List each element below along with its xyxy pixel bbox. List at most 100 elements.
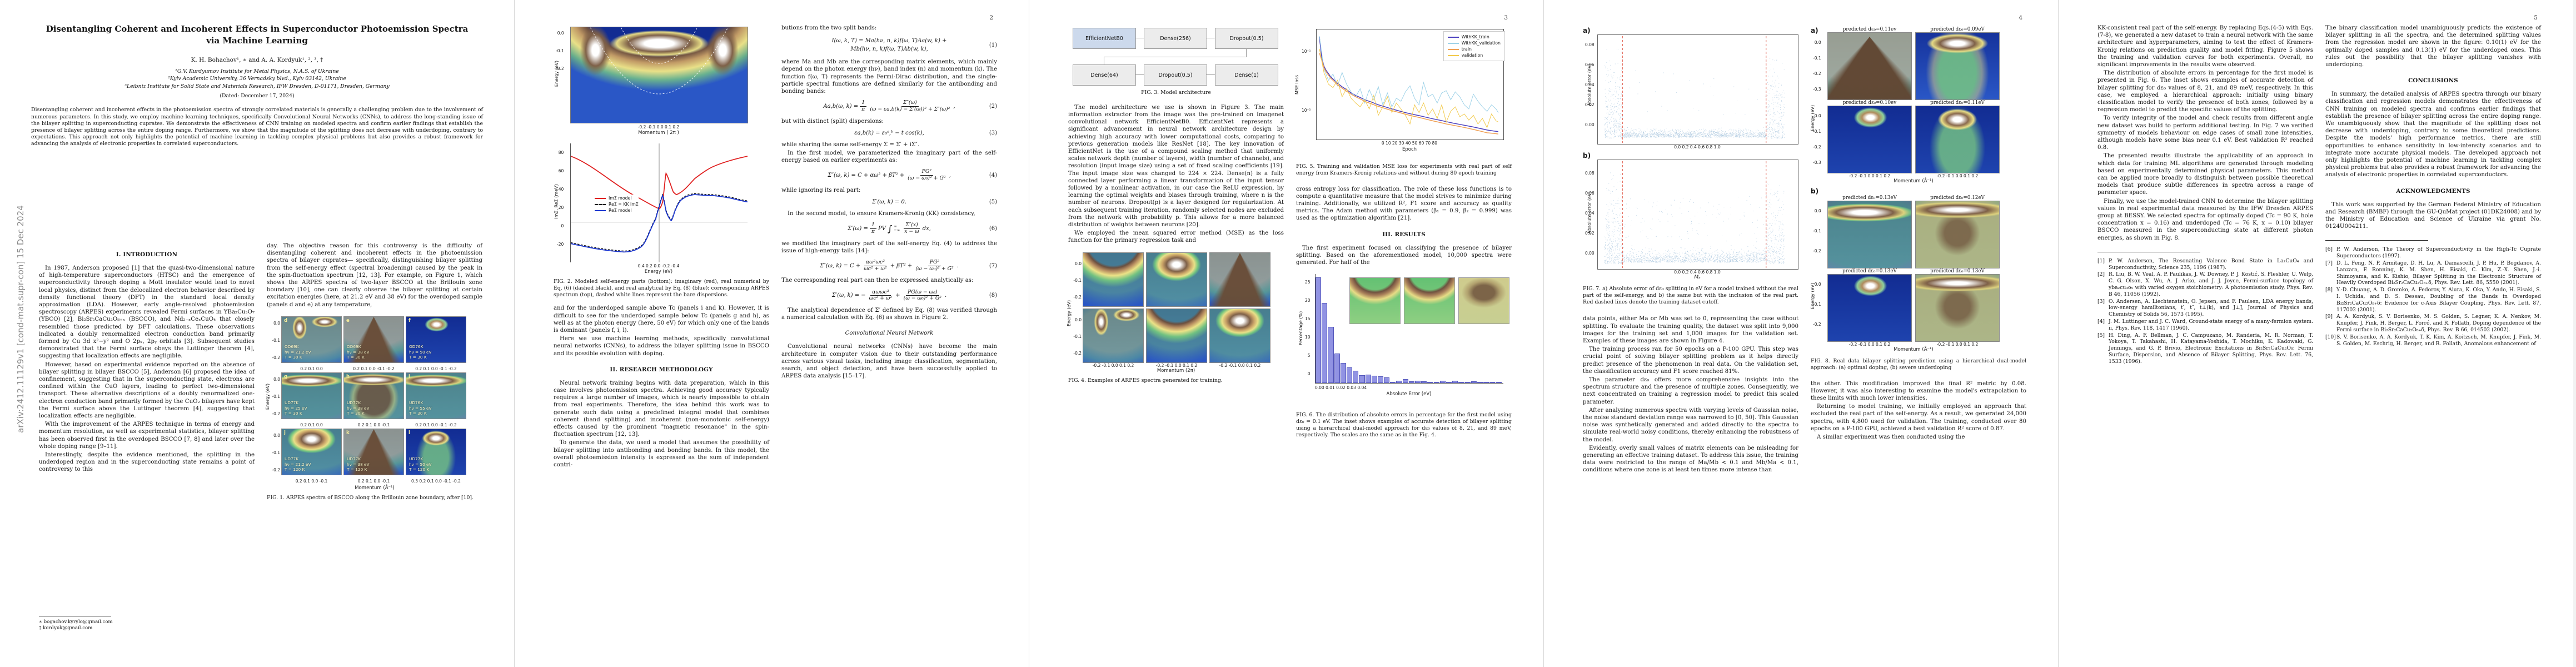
fig6-inset-3 <box>1458 277 1509 325</box>
page-3: 3 EfficientNetB0 Dense(256) Dropout(0.5)… <box>1029 0 1544 667</box>
paragraph: day. The objective reason for this contr… <box>267 243 482 308</box>
fig7-yticks-a: 0.08 0.06 0.04 0.02 0.00 <box>1585 42 1595 127</box>
fig1-xticks: 0.2 0.1 0.0 -0.1 -0.2 <box>415 422 457 427</box>
figure-3: EfficientNetB0 Dense(256) Dropout(0.5) D… <box>1068 28 1284 96</box>
paper-title: Disentangling Coherent and Incoherent Ef… <box>46 24 469 46</box>
histogram-bar <box>1402 379 1408 384</box>
fig5-series <box>1319 36 1499 135</box>
section-acknowledgments: ACKNOWLEDGMENTS <box>2396 187 2470 195</box>
arpes-panel-h: h UD77K hν = 38 eV T = 30 K <box>343 372 404 419</box>
reference-item: [1] P. W. Anderson, The Resonating Valenc… <box>2097 257 2313 271</box>
histogram-bar <box>1353 370 1359 384</box>
legend-label: WithKK_validation <box>1461 41 1501 46</box>
fig2-xticks-top: -0.2 -0.1 0.0 0.1 0.2 <box>637 125 680 130</box>
arpes-panel-e: e OD69K hν = 38 eV T = 30 K <box>343 316 404 363</box>
fig7-scatter-a-svg <box>1605 36 1785 143</box>
fig6-inset-1 <box>1349 277 1401 325</box>
fig8-group-a-label: a) <box>1811 27 1818 34</box>
fig4-xticks: -0.2 -0.1 0.0 0.1 0.2 <box>1219 362 1261 368</box>
histogram-bar <box>1446 381 1452 384</box>
page-5: 5 KK-consistent real part of the self-en… <box>2059 0 2573 667</box>
paragraph: data points, either Ma or Mb was set to … <box>1583 316 1798 344</box>
fig1-xticks: 0.2 0.1 0.0 -0.1 -0.2 <box>415 366 457 371</box>
paragraph: the other. This modification improved th… <box>1811 380 2026 401</box>
arpes-panel-f: f OD76K hν = 50 eV T = 30 K <box>406 316 466 363</box>
arpes-predicted <box>1827 32 1912 100</box>
paragraph: The binary classification model unambigu… <box>2325 25 2541 68</box>
fig2-caption: FIG. 2. Modeled self-energy parts (botto… <box>554 278 769 298</box>
figure-8: a) Energy (eV) predicted dε₀=0.11ev predi… <box>1810 27 2026 371</box>
histogram-bar <box>1322 303 1328 384</box>
figure-4: Energy (eV) 0.0 -0.1 -0.2 0.0 -0.1 -0.2 <box>1067 252 1284 384</box>
paragraph: and for the underdoped sample above Tc (… <box>554 305 769 334</box>
histogram-bar <box>1377 376 1384 384</box>
layer-dense64: Dense(64) <box>1073 64 1136 86</box>
histogram-bar <box>1489 382 1496 384</box>
fig8-yticks: 0.0 -0.1 -0.2 <box>1813 208 1821 253</box>
fig4-xlabel: Momentum (2π) <box>1157 367 1195 374</box>
paragraph: In summary, the detailed analysis of ARP… <box>2325 91 2541 178</box>
legend-label: train <box>1461 47 1472 52</box>
histogram-bar <box>1458 382 1464 384</box>
page4-column-right: a) Energy (eV) predicted dε₀=0.11ev predi… <box>1810 24 2026 475</box>
paragraph: The first experiment focused on classify… <box>1296 245 1512 266</box>
page5-column-left: KK-consistent real part of the self-ener… <box>2097 24 2313 366</box>
fig6-yticks: 25 20 15 10 5 0 <box>1305 280 1311 377</box>
paper-authors: K. H. Bohachov¹, ∗ and A. A. Kordyuk¹, ²… <box>191 57 323 63</box>
arpes-sample <box>1209 252 1270 307</box>
fig7-scatter-b <box>1597 160 1798 270</box>
legend-swatch-im <box>595 197 606 199</box>
arpes-panel-g: g UD77K hν = 25 eV T = 30 K <box>281 372 342 419</box>
reference-item: [4] J. M. Luttinger and J. C. Ward, Groun… <box>2097 318 2313 331</box>
fig2-xlabel-top: Momentum ( 2π ) <box>638 130 679 136</box>
paragraph: This work was supported by the German Fe… <box>2325 201 2541 230</box>
arxiv-banner: arXiv:2412.11129v1 [cond-mat.supr-con] 1… <box>16 205 26 433</box>
page1-column-right: day. The objective reason for this contr… <box>265 242 482 631</box>
fig8-yticks: 0.0 -0.1 -0.2 <box>1813 282 1821 327</box>
paragraph: To generate the data, we used a model th… <box>554 440 769 469</box>
histogram-bar <box>1396 381 1402 384</box>
fig4-xticks: -0.2 -0.1 0.0 0.1 0.2 <box>1092 362 1134 368</box>
fig7-xlabel: Mₐ <box>1694 275 1701 280</box>
histogram-bar <box>1328 326 1334 384</box>
fig2-xticks-bottom: 0.4 0.2 0.0 -0.2 -0.4 <box>637 263 680 268</box>
arpes-sample <box>1083 252 1144 307</box>
histogram-bar <box>1384 377 1390 384</box>
reference-rule <box>2325 240 2428 241</box>
histogram-bar <box>1346 367 1353 384</box>
arpes-panel-j: j UD77K hν = 21.2 eV T = 120 K <box>281 428 342 475</box>
equation-5: Σ′(ω, k) = 0. (5) <box>872 198 997 205</box>
fig5-xlabel: Epoch <box>1402 147 1417 152</box>
arpes-predicted <box>1827 106 1912 173</box>
fig8-xticks: -0.2 -0.1 0.0 0.1 0.2 <box>1848 173 1891 178</box>
paragraph: Interestingly, despite the evidence ment… <box>39 452 255 473</box>
equation-7: Σ″(ω, k) = C + αω²ωc² ωc² + ω² + βT² + PG… <box>820 258 997 272</box>
reference-item: [5] H. Ding, A. F. Bellman, J. C. Campuza… <box>2097 332 2313 365</box>
legend-swatch <box>1447 54 1459 56</box>
reference-list-1: [1] P. W. Anderson, The Resonating Valenc… <box>2097 258 2313 365</box>
histogram-bar <box>1471 381 1477 384</box>
page2-column-left: Energy (eV) 0.0 -0.1 -0.2 -0.2 -0.1 0.0 <box>554 24 769 470</box>
fig5-caption: FIG. 5. Training and validation MSE loss… <box>1296 163 1512 176</box>
layer-dropout1: Dropout(0.5) <box>1215 28 1278 49</box>
layer-efficientnetb0: EfficientNetB0 <box>1073 28 1136 49</box>
model-architecture-diagram: EfficientNetB0 Dense(256) Dropout(0.5) D… <box>1073 28 1279 86</box>
section-conclusions: CONCLUSIONS <box>2408 77 2458 84</box>
fig1-xticks: 0.2 0.1 0.0 <box>300 422 323 427</box>
arpes-panel-d: d OD69K hν = 21.2 eV T = 30 K <box>281 316 342 363</box>
paragraph: However, based on experimental evidence … <box>39 361 255 420</box>
fig2-yticks-top: 0.0 -0.1 -0.2 <box>556 31 564 71</box>
fig2-legend: ImΣ model ReΣ = KK ImΣ ReΣ model <box>595 195 639 214</box>
histogram-bar <box>1477 382 1483 384</box>
reference-item: [8] Y.-D. Chuang, A. D. Gromko, A. Fedoro… <box>2325 287 2541 313</box>
layer-dropout2: Dropout(0.5) <box>1144 64 1207 86</box>
footnotes: ∗ bogachov.kyrylo@gmail.com † kordyuk@gm… <box>39 616 255 631</box>
fig6-ylabel: Percentage (%) <box>1298 311 1304 346</box>
fig8-panel-title: predicted dε₀=0.09eV <box>1930 27 1985 32</box>
paragraph: cross entropy loss for classification. T… <box>1296 186 1512 222</box>
reference-list-2: [6] P. W. Anderson, The Theory of Superco… <box>2325 246 2541 347</box>
fig8-panel-title: predicted dε₀=0.11eV <box>1930 100 1985 106</box>
fig4-ylabel: Energy (eV) <box>1067 300 1072 326</box>
fig2-curves <box>570 143 748 262</box>
